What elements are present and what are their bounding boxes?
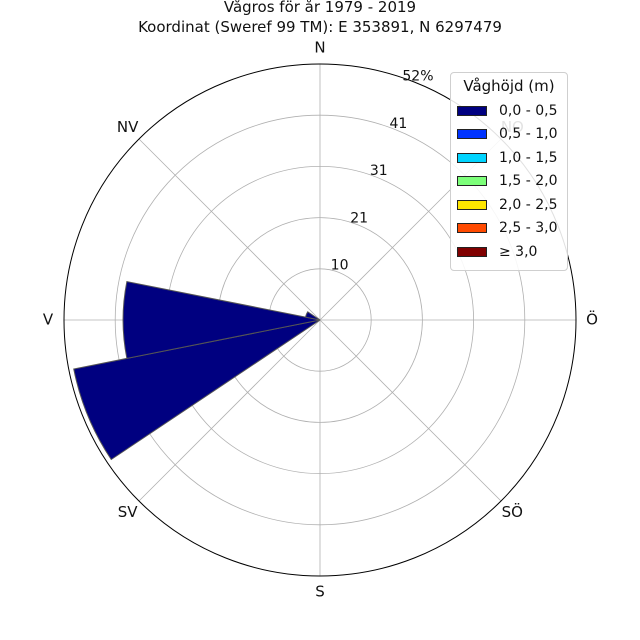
legend-entry: 2,0 - 2,5 [457, 193, 561, 217]
legend-label: 1,5 - 2,0 [499, 173, 558, 190]
rose-bar [304, 311, 321, 321]
legend-entry: 0,0 - 0,5 [457, 99, 561, 123]
direction-label: SV [118, 503, 139, 521]
legend-label: 0,0 - 0,5 [499, 102, 558, 119]
legend-label: 0,5 - 1,0 [499, 126, 558, 143]
rose-bars [73, 280, 321, 461]
direction-label: N [314, 39, 325, 57]
direction-label: Ö [586, 310, 598, 329]
legend-swatch [457, 199, 487, 210]
outer-circle [63, 63, 577, 577]
radial-tick-label: 41 [389, 116, 407, 132]
legend: Våghöjd (m) 0,0 - 0,5 0,5 - 1,0 1,0 - 1,5 1… [450, 72, 568, 271]
direction-label: S [315, 583, 325, 601]
legend-entry: 1,5 - 2,0 [457, 170, 561, 194]
polar-grid [64, 64, 576, 576]
legend-swatch [457, 152, 487, 163]
radial-tick-label: 10 [331, 258, 349, 274]
direction-label: V [43, 311, 54, 329]
rose-bar [73, 319, 321, 461]
direction-label: NV [117, 118, 139, 136]
radial-tick-label: 21 [350, 210, 368, 226]
chart-subtitle: Koordinat (Sweref 99 TM): E 353891, N 62… [138, 18, 502, 36]
legend-entry: 1,0 - 1,5 [457, 146, 561, 170]
legend-entry: 2,5 - 3,0 [457, 217, 561, 241]
legend-swatch [457, 129, 487, 140]
chart-title: Vågros för år 1979 - 2019 [223, 0, 417, 16]
legend-swatch [457, 176, 487, 187]
rose-bar [122, 280, 321, 360]
legend-label: ≥ 3,0 [499, 243, 538, 260]
radial-tick-label: 52% [402, 68, 433, 84]
radial-tick-label: 31 [370, 163, 388, 179]
direction-label: SÖ [502, 502, 523, 521]
legend-title: Våghöjd (m) [463, 77, 555, 95]
grid-spoke [138, 138, 321, 321]
legend-entry: 0,5 - 1,0 [457, 123, 561, 147]
grid-spoke [138, 319, 321, 502]
grid-spoke [319, 319, 502, 502]
legend-swatch [457, 223, 487, 234]
legend-label: 2,5 - 3,0 [499, 220, 558, 237]
legend-entry: ≥ 3,0 [457, 240, 561, 264]
legend-label: 2,0 - 2,5 [499, 196, 558, 213]
radial-tick-labels: 10 21 31 41 52% [331, 68, 434, 273]
legend-swatch [457, 246, 487, 257]
legend-label: 1,0 - 1,5 [499, 149, 558, 166]
legend-swatch [457, 105, 487, 116]
